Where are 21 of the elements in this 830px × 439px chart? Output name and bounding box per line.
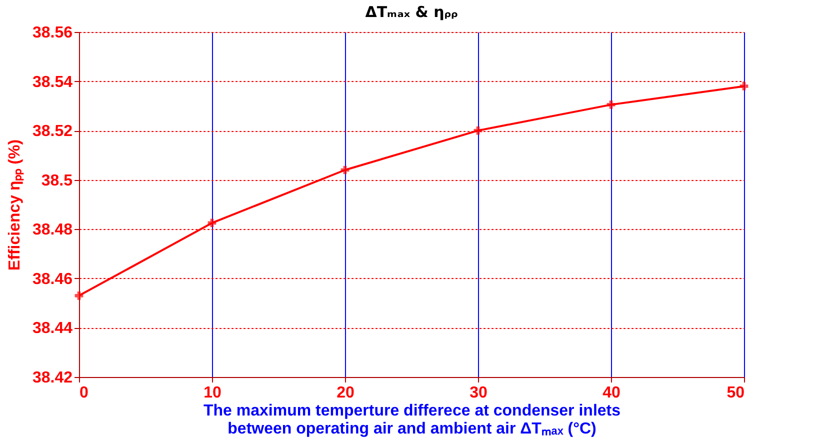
point — [474, 126, 482, 135]
y-tick-label: 38.46 — [32, 270, 73, 288]
y-tick-label: 38.5 — [41, 172, 73, 190]
x-tick-label: 0 — [80, 384, 88, 402]
y-tick-label: 38.44 — [32, 320, 73, 338]
x-tick-label: 30 — [470, 384, 488, 402]
point — [740, 82, 748, 90]
y-axis-title: Efficiency ηₚₚ (%) — [6, 139, 24, 271]
point — [74, 291, 84, 300]
point — [606, 100, 616, 109]
chart-title: ΔTₘₐₓ & ηᵨᵨ — [365, 3, 458, 21]
y-tick-label: 38.54 — [32, 74, 73, 91]
x-tick-label: 20 — [336, 384, 354, 402]
x-tick-label: 10 — [204, 384, 222, 402]
y-tick-label: 38.48 — [32, 222, 73, 239]
x-tick-label: 40 — [602, 384, 620, 402]
x-tick-label: 50 — [726, 384, 745, 402]
y-tick-label: 38.56 — [32, 24, 73, 42]
y-tick-label: 38.42 — [32, 370, 73, 386]
y-tick-label: 38.52 — [32, 123, 73, 140]
x-axis-title: The maximum temperture differece at condenser inlets between operating air and ambient air ΔTₘₐₓ (°C) — [203, 402, 621, 438]
